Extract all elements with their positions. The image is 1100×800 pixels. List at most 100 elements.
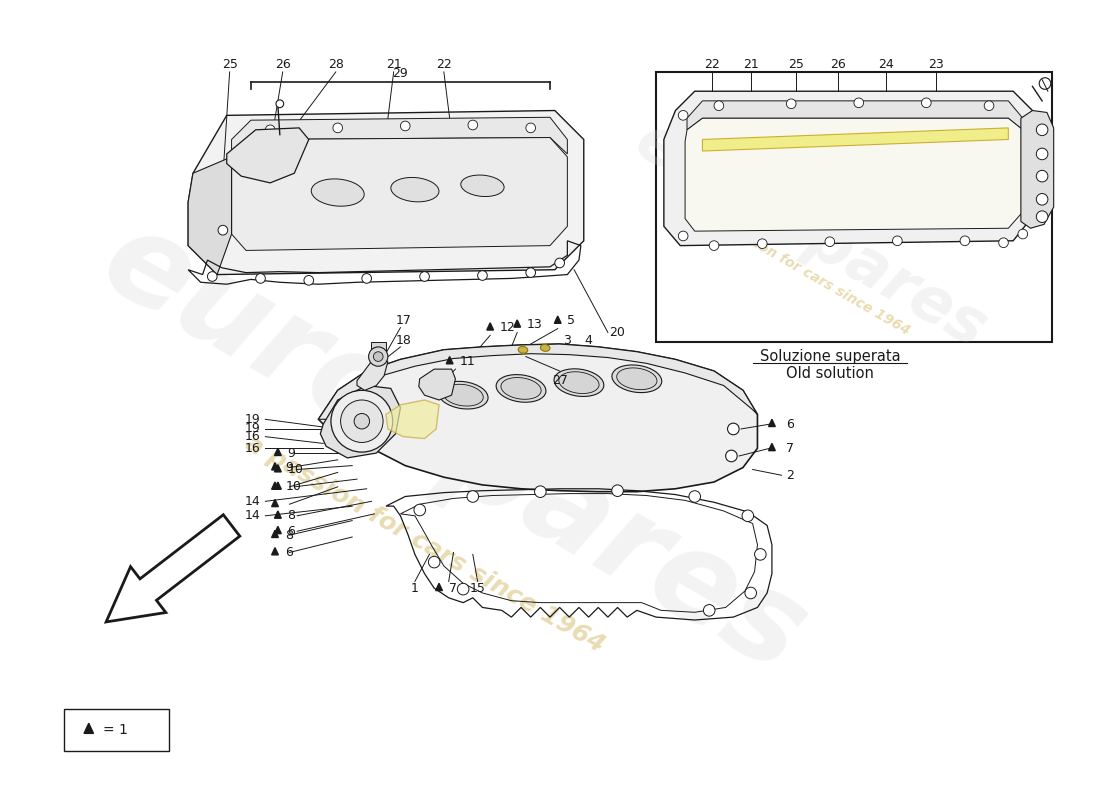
Polygon shape [275, 482, 282, 490]
Text: Old solution: Old solution [785, 366, 873, 382]
Circle shape [999, 238, 1009, 247]
Ellipse shape [617, 368, 657, 390]
Circle shape [276, 100, 284, 108]
Text: 21: 21 [386, 58, 402, 70]
Circle shape [331, 390, 393, 452]
Circle shape [458, 583, 469, 595]
Text: 1: 1 [411, 582, 419, 594]
Text: 10: 10 [287, 463, 304, 476]
Text: 6: 6 [286, 546, 294, 559]
Ellipse shape [438, 382, 488, 409]
Text: 7: 7 [449, 582, 456, 594]
Polygon shape [272, 530, 278, 538]
Text: Soluzione superata: Soluzione superata [759, 349, 900, 364]
Circle shape [825, 237, 835, 246]
Circle shape [354, 414, 370, 429]
Text: 19: 19 [245, 422, 261, 435]
Polygon shape [688, 101, 1023, 130]
Text: 25: 25 [788, 58, 804, 70]
Polygon shape [372, 342, 386, 357]
Polygon shape [272, 548, 278, 555]
Text: 24: 24 [878, 58, 893, 70]
Circle shape [710, 241, 719, 250]
Text: 12: 12 [499, 321, 516, 334]
Text: 19: 19 [245, 413, 261, 426]
Circle shape [1036, 124, 1048, 136]
Text: 18: 18 [396, 334, 411, 346]
Circle shape [703, 605, 715, 616]
Polygon shape [447, 357, 453, 364]
Circle shape [758, 239, 767, 249]
Polygon shape [232, 138, 568, 250]
Text: 16: 16 [245, 442, 261, 454]
Text: 22: 22 [704, 58, 720, 70]
Text: 14: 14 [245, 495, 261, 508]
Circle shape [428, 556, 440, 568]
FancyArrow shape [106, 514, 240, 622]
Circle shape [1018, 230, 1027, 239]
Circle shape [414, 504, 426, 516]
Circle shape [373, 352, 383, 362]
Polygon shape [84, 723, 94, 734]
Circle shape [535, 486, 546, 498]
Circle shape [714, 101, 724, 110]
Circle shape [745, 587, 757, 598]
Circle shape [468, 490, 478, 502]
Circle shape [1036, 211, 1048, 222]
Ellipse shape [443, 384, 483, 406]
Polygon shape [232, 118, 568, 157]
Text: 16: 16 [245, 430, 261, 443]
Text: 29: 29 [393, 67, 408, 80]
Polygon shape [358, 357, 388, 390]
FancyBboxPatch shape [656, 72, 1052, 342]
Circle shape [892, 236, 902, 246]
Text: 14: 14 [245, 510, 261, 522]
Ellipse shape [559, 372, 600, 394]
Circle shape [304, 275, 313, 285]
Circle shape [255, 274, 265, 283]
Polygon shape [275, 448, 282, 455]
Polygon shape [436, 583, 442, 590]
Polygon shape [318, 344, 758, 492]
Ellipse shape [518, 346, 528, 354]
Circle shape [689, 490, 701, 502]
Text: 27: 27 [552, 374, 568, 387]
Circle shape [477, 270, 487, 280]
Circle shape [1036, 194, 1048, 205]
Text: 26: 26 [275, 58, 290, 70]
Text: 17: 17 [396, 314, 411, 327]
Text: 8: 8 [287, 510, 296, 522]
Text: 22: 22 [436, 58, 452, 70]
Polygon shape [275, 465, 282, 472]
Circle shape [984, 101, 994, 110]
Ellipse shape [554, 369, 604, 397]
Text: 8: 8 [286, 529, 294, 542]
Circle shape [726, 450, 737, 462]
Text: 10: 10 [286, 480, 301, 494]
Circle shape [362, 274, 372, 283]
Ellipse shape [461, 175, 504, 197]
Text: 23: 23 [928, 58, 944, 70]
Text: 21: 21 [742, 58, 759, 70]
Polygon shape [227, 128, 309, 183]
Circle shape [1040, 78, 1050, 90]
Polygon shape [554, 316, 561, 323]
Circle shape [1036, 170, 1048, 182]
Text: 7: 7 [786, 442, 794, 454]
Circle shape [218, 226, 228, 235]
Circle shape [265, 125, 275, 134]
Ellipse shape [500, 378, 541, 399]
Ellipse shape [612, 365, 662, 393]
FancyBboxPatch shape [64, 709, 169, 751]
Ellipse shape [390, 178, 439, 202]
Circle shape [612, 485, 624, 497]
Polygon shape [386, 400, 439, 438]
Text: 13: 13 [527, 318, 542, 331]
Ellipse shape [496, 374, 546, 402]
Circle shape [468, 120, 477, 130]
Text: 2: 2 [786, 469, 794, 482]
Polygon shape [188, 110, 584, 274]
Text: 20: 20 [609, 326, 626, 339]
Circle shape [1036, 148, 1048, 160]
Text: 6: 6 [786, 418, 794, 430]
